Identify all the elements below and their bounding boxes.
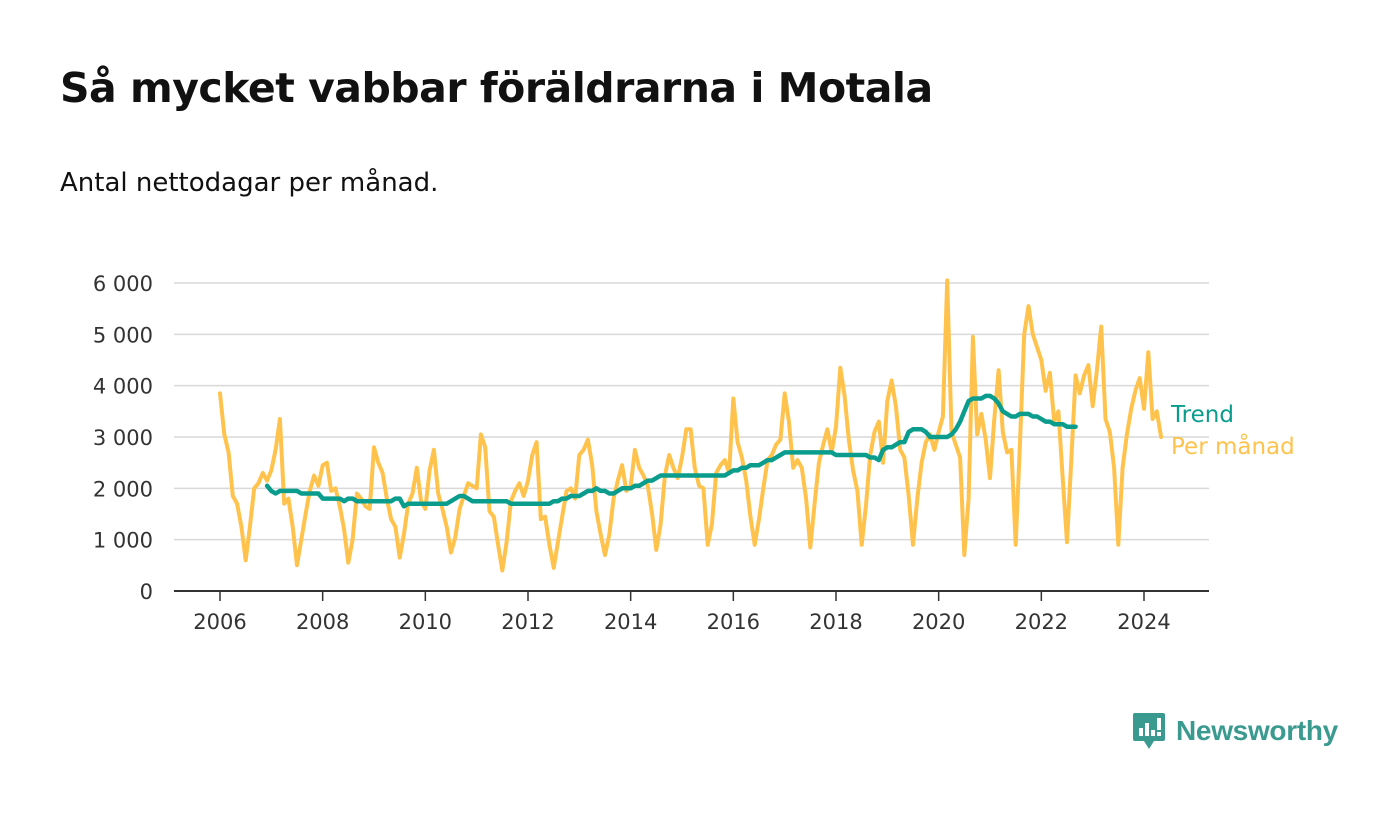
y-tick-label: 5 000 bbox=[93, 323, 153, 347]
series-labels: Trend Per månad bbox=[1170, 402, 1295, 460]
y-tick-label: 0 bbox=[140, 580, 153, 604]
series-label-trend: Trend bbox=[1170, 402, 1234, 428]
y-tick-label: 4 000 bbox=[93, 375, 153, 399]
series-label-per-manad: Per månad bbox=[1171, 432, 1295, 460]
x-tick-label: 2008 bbox=[296, 610, 349, 634]
x-tick-label: 2024 bbox=[1117, 610, 1170, 634]
y-tick-label: 3 000 bbox=[93, 426, 153, 450]
newsworthy-logo: Newsworthy bbox=[1132, 712, 1338, 750]
chart-subtitle: Antal nettodagar per månad. bbox=[60, 168, 439, 198]
x-tick-label: 2010 bbox=[399, 610, 452, 634]
x-tick-label: 2006 bbox=[193, 610, 246, 634]
x-tick-label: 2020 bbox=[912, 610, 965, 634]
brand-name: Newsworthy bbox=[1176, 715, 1338, 746]
y-tick-label: 1 000 bbox=[93, 529, 153, 553]
x-tick-label: 2022 bbox=[1015, 610, 1068, 634]
series-line-per-manad bbox=[218, 278, 1164, 573]
y-tick-label: 6 000 bbox=[93, 272, 153, 296]
x-tick-label: 2014 bbox=[604, 610, 657, 634]
newsworthy-logo-icon bbox=[1133, 713, 1165, 749]
x-tick-label: 2016 bbox=[707, 610, 760, 634]
series-lines bbox=[218, 278, 1164, 573]
x-axis: 2006 2008 2010 2012 2014 2016 2018 2020 2022 2024 bbox=[174, 590, 1209, 634]
y-axis: 0 1 000 2 000 3 000 4 000 5 000 6 000 bbox=[93, 272, 153, 604]
chart-title: Så mycket vabbar föräldrarna i Motala bbox=[60, 64, 933, 112]
x-tick-label: 2018 bbox=[809, 610, 862, 634]
series-line-trend bbox=[264, 393, 1078, 509]
y-tick-label: 2 000 bbox=[93, 477, 153, 501]
x-tick-label: 2012 bbox=[501, 610, 554, 634]
